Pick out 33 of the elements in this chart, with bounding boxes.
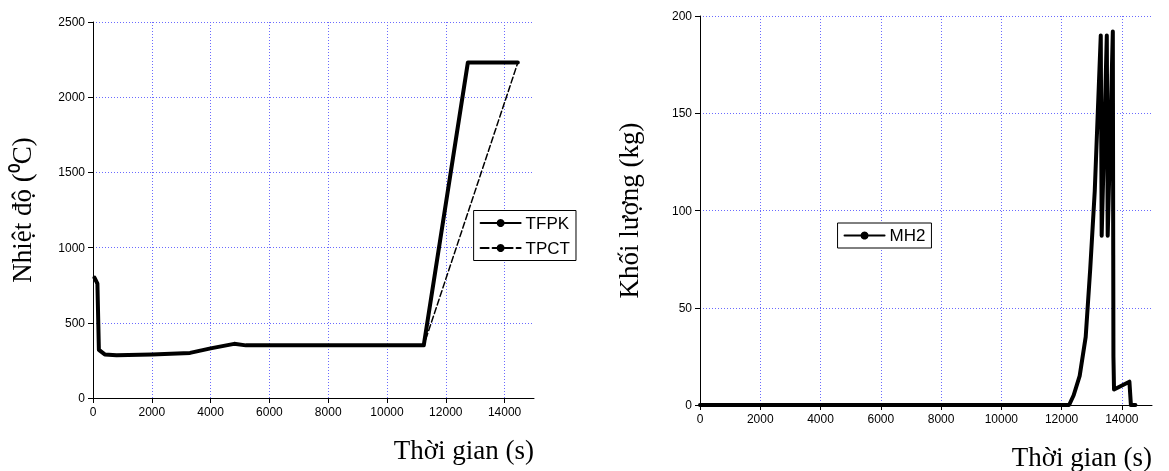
y-tick-label: 50 (678, 300, 693, 315)
legend-label: TPCT (525, 238, 571, 258)
x-tick-label: 12000 (1044, 412, 1079, 426)
x-tick-label: 10000 (370, 405, 405, 419)
y-tick-label: 1500 (58, 165, 86, 180)
x-tick-label: 2000 (138, 405, 166, 419)
y-tick-label: 500 (64, 315, 86, 330)
x-tick-label: 4000 (807, 412, 835, 426)
legend-label: TFPK (525, 213, 570, 233)
x-tick-label: 2000 (746, 412, 774, 426)
x-tick-label: 6000 (256, 405, 284, 419)
x-tick-label: 14000 (1105, 412, 1139, 426)
y-axis-title: Khối lượng (kg) (613, 122, 644, 299)
y-tick-label: 2000 (58, 90, 86, 105)
y-tick-label: 1000 (58, 240, 86, 255)
y-tick-label: 150 (671, 106, 693, 121)
y-tick-label: 2500 (58, 15, 86, 29)
x-tick-label: 8000 (927, 412, 955, 426)
x-axis-title: Thời gian (s) (1011, 441, 1152, 471)
y-tick-label: 0 (78, 391, 86, 405)
x-tick-label: 10000 (984, 412, 1019, 426)
x-tick-label: 12000 (429, 405, 463, 419)
x-tick-label: 6000 (867, 412, 895, 426)
y-tick-label: 100 (671, 203, 693, 218)
x-tick-label: 8000 (314, 405, 342, 419)
x-tick-label: 0 (89, 405, 97, 419)
x-tick-label: 4000 (197, 405, 225, 419)
x-tick-label: 14000 (487, 405, 522, 419)
x-axis-title: Thời gian (s) (393, 434, 534, 465)
legend-label: MH2 (889, 226, 926, 245)
y-axis-title: Nhiệt độ (⁰C) (6, 137, 37, 283)
y-tick-label: 200 (671, 9, 693, 23)
x-tick-label: 0 (696, 412, 704, 426)
